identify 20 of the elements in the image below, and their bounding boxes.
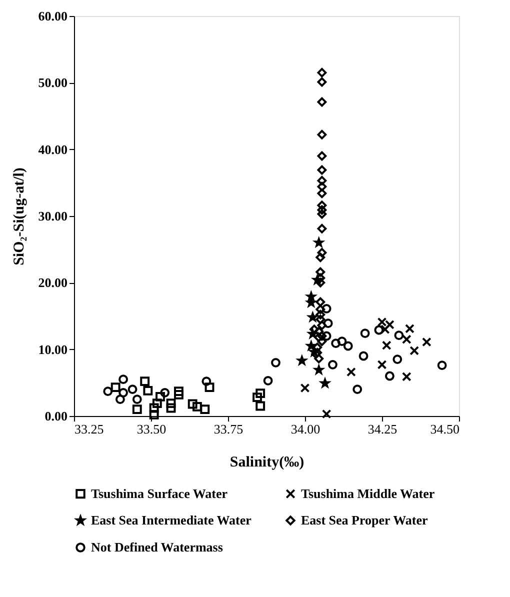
y-tick-label: 50.00 (38, 75, 68, 90)
legend-label: Tsushima Surface Water (91, 486, 228, 501)
x-tick-label: 33.75 (214, 422, 244, 436)
legend-label: Not Defined Watermass (91, 540, 223, 554)
legend-label: East Sea Proper Water (301, 512, 428, 528)
y-tick-label: 30.00 (38, 208, 68, 224)
y-tick-label: 20.00 (38, 275, 68, 290)
y-axis-title: SiO₂-Si(ug-at/l) (11, 168, 28, 266)
x-tick-label: 34.25 (368, 422, 398, 436)
x-tick-label: 34.00 (290, 422, 320, 436)
x-tick-label: 33.25 (74, 422, 104, 436)
y-tick-label: 60.00 (38, 8, 68, 24)
legend-label: Tsushima Middle Water (301, 486, 435, 501)
y-tick-label: 0.00 (44, 408, 68, 424)
x-tick-label: 34.50 (430, 422, 460, 436)
legend-label: East Sea Intermediate Water (91, 512, 252, 528)
y-tick-label: 40.00 (38, 142, 68, 157)
x-axis-title: Salinity(‰) (230, 454, 304, 470)
x-tick-label: 33.50 (136, 422, 166, 436)
y-tick-label: 10.00 (38, 342, 68, 357)
